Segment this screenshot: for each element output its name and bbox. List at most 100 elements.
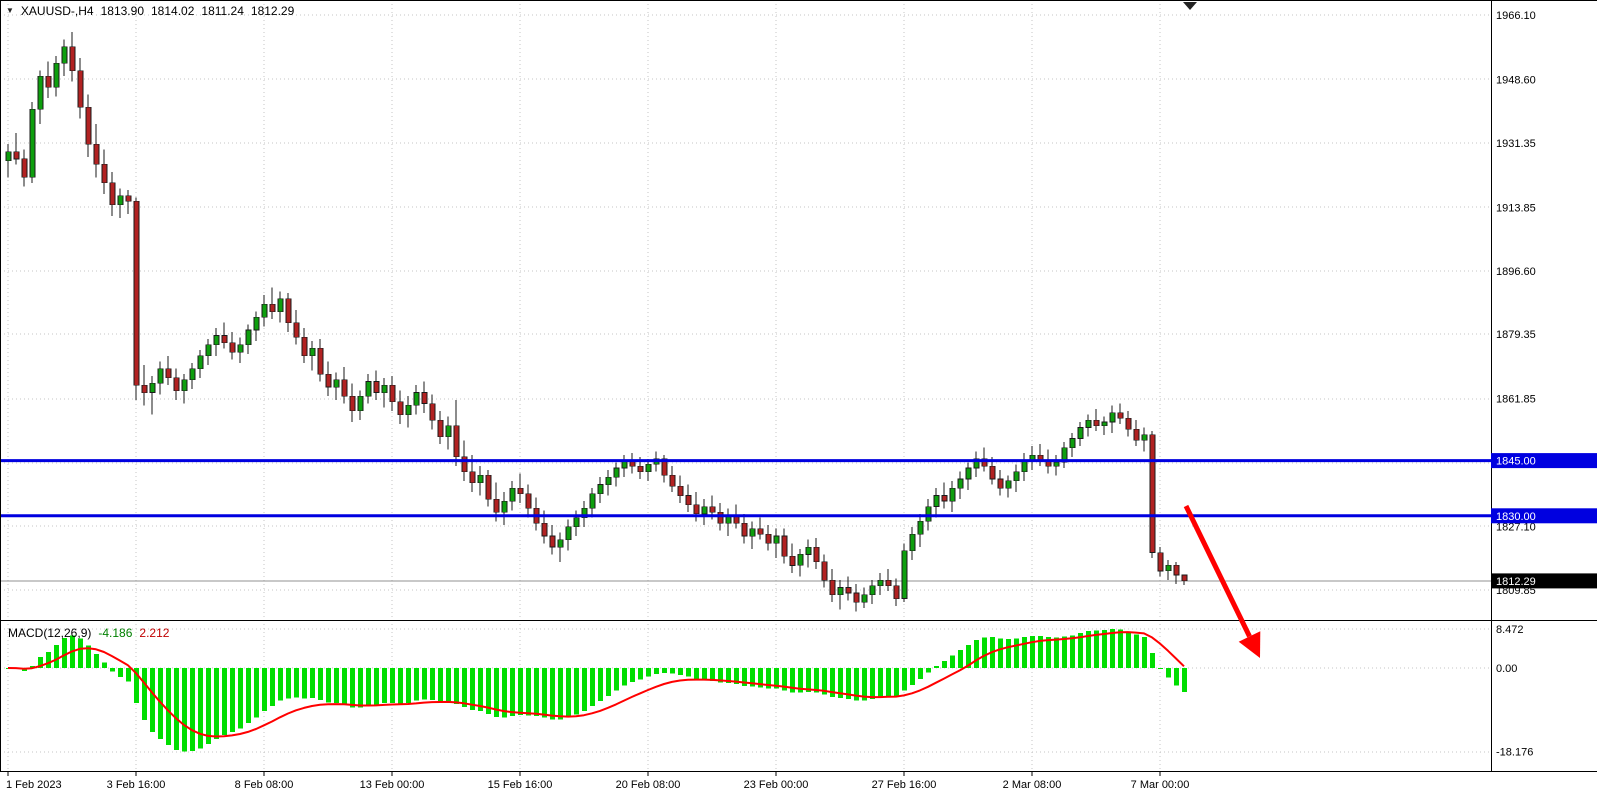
time-tick-label: 20 Feb 08:00	[616, 779, 681, 791]
candle	[405, 396, 412, 428]
candle	[53, 55, 60, 97]
candle	[125, 190, 132, 215]
macd-tick-label: -18.176	[1496, 747, 1533, 759]
candle	[421, 381, 428, 413]
candle	[949, 480, 956, 513]
candle	[181, 374, 188, 404]
candle	[829, 569, 836, 603]
svg-text:1830.00: 1830.00	[1496, 511, 1536, 523]
candle	[85, 94, 92, 158]
candle	[93, 124, 100, 178]
candle	[1165, 559, 1172, 581]
level-price-label: 1830.00	[1491, 508, 1597, 524]
candle	[277, 291, 284, 323]
candles-layer	[5, 32, 1188, 612]
candle	[885, 569, 892, 592]
chart-shift-marker[interactable]	[1183, 2, 1197, 10]
candle	[869, 580, 876, 605]
price-tick-label: 1896.60	[1496, 266, 1536, 278]
candle	[1133, 420, 1140, 446]
price-tick-label: 1827.10	[1496, 522, 1536, 534]
candle	[605, 469, 612, 496]
candle	[933, 488, 940, 518]
candle	[645, 458, 652, 481]
candle	[805, 539, 812, 568]
candle	[957, 471, 964, 500]
price-tick-label: 1879.35	[1496, 329, 1536, 341]
candle	[325, 361, 332, 397]
candle	[349, 383, 356, 422]
candle	[485, 469, 492, 507]
candle	[1093, 409, 1100, 432]
candle	[1013, 464, 1020, 492]
candle	[853, 583, 860, 612]
candle	[213, 328, 220, 356]
candle	[565, 519, 572, 551]
chart-plot-area[interactable]	[0, 0, 1491, 772]
candle	[397, 390, 404, 424]
candle	[997, 469, 1004, 496]
candle	[1005, 475, 1012, 498]
candle	[557, 532, 564, 562]
candle	[413, 385, 420, 415]
candle	[69, 32, 76, 82]
price-tick-label: 1931.35	[1496, 138, 1536, 150]
candle	[21, 149, 28, 187]
candle	[773, 528, 780, 559]
candle	[341, 366, 348, 404]
candle	[317, 339, 324, 382]
candle	[229, 331, 236, 360]
candle	[797, 548, 804, 577]
price-tick-label: 1913.85	[1496, 202, 1536, 214]
candle	[61, 39, 68, 77]
candle	[893, 578, 900, 606]
candle	[821, 554, 828, 588]
candle	[133, 197, 140, 400]
candle	[165, 355, 172, 386]
macd-tick-label: 0.00	[1496, 663, 1517, 675]
candle	[941, 482, 948, 509]
candle	[1157, 547, 1164, 577]
candle	[749, 521, 756, 549]
candle	[293, 309, 300, 345]
time-tick-label: 23 Feb 00:00	[744, 779, 809, 791]
time-tick-label: 2 Mar 08:00	[1003, 779, 1062, 791]
candle	[1181, 574, 1188, 585]
candle	[101, 149, 108, 194]
trend-arrow[interactable]	[1183, 504, 1261, 658]
candle	[861, 587, 868, 608]
candle	[613, 462, 620, 487]
candle	[13, 133, 20, 165]
candle	[597, 477, 604, 503]
candle	[837, 580, 844, 610]
price-axis[interactable]: 1966.10 1948.60 1931.35 1913.85 1896.60 1879.…	[1496, 10, 1536, 597]
current-price-label: 1812.29	[1491, 573, 1597, 589]
candle	[973, 451, 980, 478]
candle	[45, 61, 52, 99]
candle	[581, 501, 588, 527]
macd-axis[interactable]: 8.472 0.00 -18.176	[1496, 624, 1533, 759]
time-axis[interactable]: 1 Feb 2023 3 Feb 16:00 8 Feb 08:00 13 Feb 0…	[6, 772, 1189, 791]
candle	[77, 57, 84, 119]
candle	[1173, 561, 1180, 584]
candle	[429, 394, 436, 430]
candle	[789, 543, 796, 573]
candle	[197, 350, 204, 378]
candle	[285, 293, 292, 332]
candle	[157, 361, 164, 395]
svg-text:1812.29: 1812.29	[1496, 576, 1536, 588]
time-tick-label: 27 Feb 16:00	[872, 779, 937, 791]
price-tick-label: 1861.85	[1496, 394, 1536, 406]
candle	[549, 525, 556, 555]
chart-menu-icon[interactable]: ▼	[6, 6, 14, 15]
candle	[365, 374, 372, 404]
candle	[1053, 455, 1060, 476]
candle	[701, 499, 708, 525]
candle	[477, 466, 484, 496]
candle	[357, 390, 364, 421]
candle	[29, 101, 36, 183]
macd-signal-line	[7, 631, 1185, 738]
candle	[901, 543, 908, 603]
